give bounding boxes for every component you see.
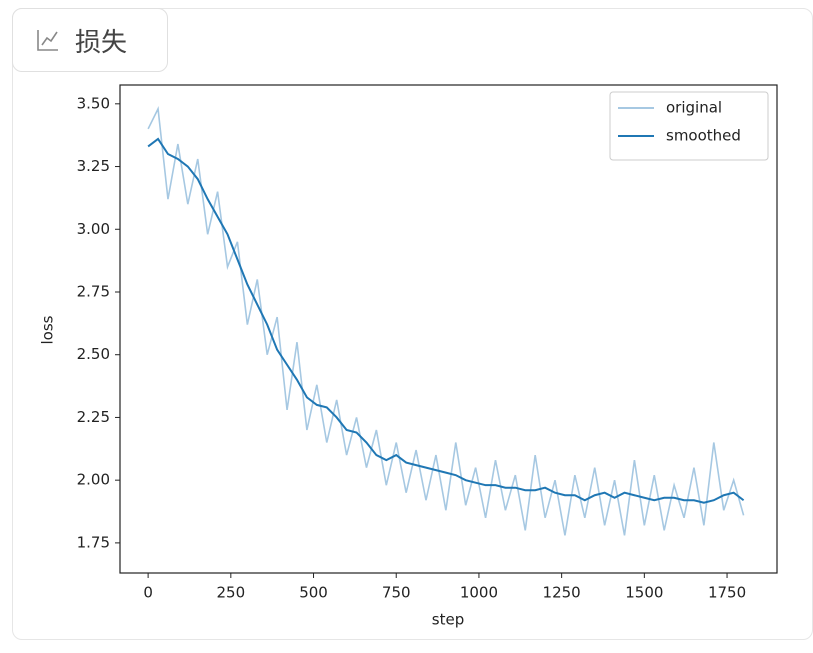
legend-label: original xyxy=(666,99,722,117)
x-tick-label: 500 xyxy=(299,584,328,602)
line xyxy=(147,106,745,536)
tab-label: 损失 xyxy=(75,27,128,58)
legend-label: smoothed xyxy=(666,127,741,145)
line xyxy=(147,137,745,504)
y-tick-label: 3.25 xyxy=(77,157,110,175)
x-tick-label: 1250 xyxy=(543,584,581,602)
chart-icon xyxy=(37,30,58,51)
y-tick-label: 2.25 xyxy=(77,408,110,426)
plot-frame xyxy=(119,84,778,574)
x-tick-label: 250 xyxy=(217,584,246,602)
tab[interactable]: 损失 xyxy=(12,8,168,72)
x-tick-label: 750 xyxy=(382,584,411,602)
y-tick-label: 1.75 xyxy=(77,533,110,551)
x-tick-label: 1500 xyxy=(625,584,663,602)
y-tick-label: 3.50 xyxy=(77,94,110,112)
x-tick-label: 1750 xyxy=(708,584,746,602)
x-axis-label: step xyxy=(432,611,464,629)
x-tick-label: 1000 xyxy=(460,584,498,602)
x-tick-label: 0 xyxy=(143,584,153,602)
y-tick-label: 2.00 xyxy=(77,471,110,489)
y-tick-label: 3.00 xyxy=(77,220,110,238)
y-tick-label: 2.50 xyxy=(77,345,110,363)
y-tick-label: 2.75 xyxy=(77,282,110,300)
y-axis-label: loss xyxy=(39,315,57,344)
